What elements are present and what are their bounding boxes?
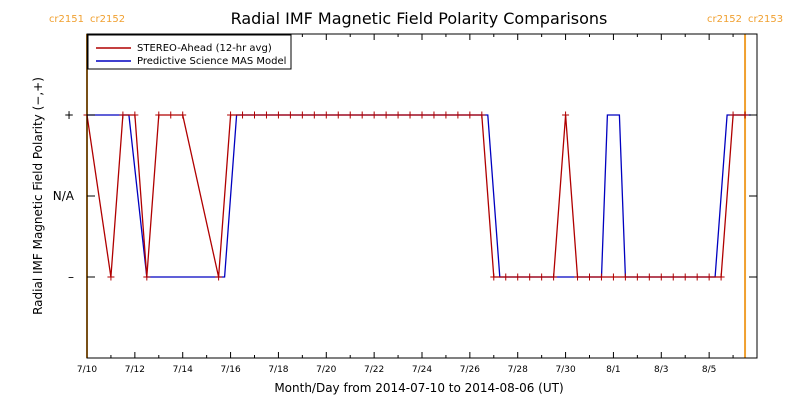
data-point-marker xyxy=(322,111,330,119)
data-point-marker xyxy=(478,111,486,119)
x-tick-label: 7/26 xyxy=(460,365,480,375)
data-point-marker xyxy=(310,111,318,119)
data-point-marker xyxy=(215,273,223,281)
data-point-marker xyxy=(370,111,378,119)
y-axis: + N/A – xyxy=(53,108,757,284)
carrington-label: cr2153 xyxy=(748,14,783,25)
data-point-marker xyxy=(334,111,342,119)
series-layer xyxy=(83,111,751,281)
plot-frame xyxy=(86,33,758,359)
legend-box xyxy=(87,34,292,70)
x-tick-label: 8/1 xyxy=(606,365,620,375)
data-point-marker xyxy=(633,273,641,281)
series-line-predictive xyxy=(87,114,751,278)
data-point-marker xyxy=(466,111,474,119)
data-point-marker xyxy=(550,273,558,281)
x-tick-label: 7/20 xyxy=(316,365,336,375)
chart-title: Radial IMF Magnetic Field Polarity Compa… xyxy=(231,9,608,28)
data-point-marker xyxy=(382,111,390,119)
data-point-marker xyxy=(107,273,115,281)
y-tick-label: – xyxy=(68,270,74,284)
data-point-marker xyxy=(514,273,522,281)
data-point-marker xyxy=(729,111,737,119)
data-point-marker xyxy=(562,111,570,119)
x-tick-label: 7/10 xyxy=(77,365,97,375)
data-point-marker xyxy=(526,273,534,281)
data-point-marker xyxy=(741,111,749,119)
legend-label-mas: Predictive Science MAS Model xyxy=(137,56,286,67)
x-tick-label: 7/30 xyxy=(555,365,575,375)
data-point-marker xyxy=(538,273,546,281)
data-point-marker xyxy=(490,273,498,281)
data-point-marker xyxy=(119,111,127,119)
x-tick-label: 7/14 xyxy=(173,365,193,375)
y-tick-label: N/A xyxy=(53,189,75,203)
data-point-marker xyxy=(597,273,605,281)
x-tick-label: 8/3 xyxy=(654,365,668,375)
data-point-marker xyxy=(430,111,438,119)
data-point-marker xyxy=(574,273,582,281)
legend-label-stereo: STEREO-Ahead (12-hr avg) xyxy=(137,43,272,54)
data-point-marker xyxy=(251,111,258,119)
x-tick-label: 7/22 xyxy=(364,365,384,375)
data-point-marker xyxy=(442,111,450,119)
data-point-marker xyxy=(179,111,187,119)
data-point-marker xyxy=(143,273,151,281)
x-tick-label: 7/24 xyxy=(412,365,432,375)
data-point-marker xyxy=(502,273,510,281)
data-point-marker xyxy=(454,111,462,119)
data-point-marker xyxy=(298,111,306,119)
data-point-marker xyxy=(609,273,617,281)
data-point-marker xyxy=(705,273,713,281)
data-point-marker xyxy=(358,111,366,119)
legend: STEREO-Ahead (12-hr avg) Predictive Scie… xyxy=(87,34,292,70)
x-tick-label: 7/28 xyxy=(508,365,528,375)
data-point-marker xyxy=(657,273,665,281)
data-point-marker xyxy=(155,111,163,119)
y-tick-label: + xyxy=(64,108,74,122)
x-axis-label: Month/Day from 2014-07-10 to 2014-08-06 … xyxy=(274,381,563,395)
data-point-marker xyxy=(131,111,139,119)
data-point-marker xyxy=(621,273,629,281)
x-tick-label: 7/12 xyxy=(125,365,145,375)
data-point-marker xyxy=(681,273,689,281)
series-line-stereoahead xyxy=(86,114,745,278)
y-axis-label: Radial IMF Magnetic Field Polarity (−,+) xyxy=(31,77,45,315)
data-point-marker xyxy=(394,111,402,119)
data-point-marker xyxy=(346,111,354,119)
data-point-marker xyxy=(167,111,175,119)
data-point-marker xyxy=(262,111,270,119)
data-point-marker xyxy=(693,273,701,281)
data-point-marker xyxy=(717,273,725,281)
data-point-marker xyxy=(239,111,247,119)
data-point-marker xyxy=(645,273,653,281)
x-tick-label: 7/16 xyxy=(220,365,240,375)
x-tick-label: 8/5 xyxy=(702,365,716,375)
x-axis: 7/10 7/12 7/14 7/16 7/18 7/20 7/22 7/24 7/26 7/28… xyxy=(77,34,734,375)
carrington-label: cr2151 xyxy=(49,14,84,25)
data-point-marker xyxy=(418,111,426,119)
data-point-marker xyxy=(286,111,294,119)
carrington-label: cr2152 xyxy=(707,14,742,25)
data-point-marker xyxy=(274,111,282,119)
data-point-marker xyxy=(227,111,235,119)
data-point-marker xyxy=(669,273,677,281)
data-point-marker xyxy=(586,273,593,281)
carrington-label: cr2152 xyxy=(90,14,125,25)
data-point-marker xyxy=(406,111,414,119)
x-tick-label: 7/18 xyxy=(268,365,288,375)
